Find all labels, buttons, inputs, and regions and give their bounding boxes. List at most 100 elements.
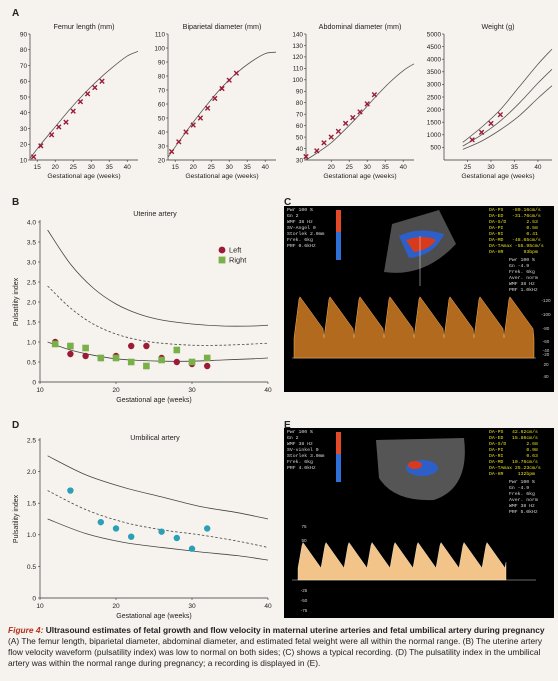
x-tick-label: 30 (88, 164, 96, 171)
x-tick-label: 25 (346, 164, 354, 171)
y-tick-label: 0 (32, 379, 36, 386)
doppler-e-scale-label: 75 (301, 524, 307, 529)
doppler-c-settings-2: Pwr 100 % Gn -4.9 Frek. 6kg Aver. norm W… (509, 258, 538, 293)
y-tick-label: 50 (296, 134, 304, 141)
data-point-cross (212, 95, 218, 102)
doppler-e-scale-label: -75 (301, 608, 308, 613)
chart-title: Femur length (mm) (53, 22, 114, 31)
panel-letter-a: A (12, 8, 20, 19)
figure-caption-body: (A) The femur length, biparietal diamete… (8, 636, 543, 668)
x-tick-label: 20 (190, 164, 198, 171)
data-point-cross (350, 114, 356, 121)
doppler-c-scale-label: 40 (543, 374, 549, 379)
data-point-cross (357, 109, 363, 115)
umbilical-data-point (204, 525, 211, 532)
panel-letter-b: B (12, 197, 20, 208)
data-point-cross (478, 129, 485, 135)
figure-label: Figure 4: (8, 625, 44, 635)
reference-curve (47, 518, 269, 561)
x-tick-label: 30 (188, 387, 196, 394)
color-scale-bar (336, 432, 341, 482)
x-tick-label: 40 (124, 164, 132, 171)
y-tick-label: 500 (430, 145, 441, 152)
umbilical-data-point (97, 518, 105, 526)
y-tick-label: 4500 (427, 44, 442, 51)
y-tick-label: 3000 (427, 82, 442, 89)
data-point-cross (77, 99, 84, 105)
y-tick-label: 4.0 (27, 219, 36, 226)
y-tick-label: 3.5 (27, 239, 36, 246)
data-point-cross (190, 122, 196, 128)
x-tick-label: 15 (34, 164, 42, 171)
y-tick-label: 40 (158, 129, 166, 136)
data-point-cross (233, 70, 240, 76)
color-scale-bar-red (336, 210, 341, 232)
y-tick-label: 100 (154, 45, 165, 52)
y-tick-label: 4000 (427, 57, 442, 64)
x-tick-label: 35 (511, 164, 519, 171)
figure-title: Ultrasound estimates of fetal growth and… (43, 625, 545, 635)
doppler-c-scale-label: -120 (541, 298, 551, 303)
umbilical-data-point (158, 528, 165, 535)
doppler-e-scale-label: 25 (301, 552, 307, 557)
y-axis-label: Pulsatility index (13, 277, 20, 326)
y-tick-label: 1.0 (27, 339, 36, 346)
y-tick-label: 1.5 (27, 501, 36, 508)
reference-curve (462, 85, 553, 150)
doppler-recording-c: -120 -100 -80 -60 -40 -20 20 40 Pwr 100 % Gn 2 … (284, 206, 554, 392)
y-tick-label: 2.0 (27, 299, 36, 306)
x-tick-label: 40 (262, 164, 270, 171)
data-point-cross (342, 120, 349, 127)
doppler-c-settings: Pwr 100 % Gn 2 WMF 38 Hz SV-Angel 0 Stor… (287, 208, 325, 249)
doppler-flow-red (406, 237, 436, 252)
y-tick-label: 100 (292, 77, 303, 84)
chart-title: Uterine artery (133, 209, 177, 218)
x-axis-label: Gestational age (weeks) (461, 173, 534, 180)
y-tick-label: 80 (296, 100, 304, 107)
data-point-cross (335, 128, 342, 135)
left-data-point (67, 350, 74, 358)
reference-curve (462, 68, 553, 147)
doppler-c-measurements: DA-PS -80.16cm/s DA-ED -31.76cm/s DA-S/D… (489, 208, 544, 255)
x-tick-label: 30 (487, 164, 495, 171)
data-point-cross (328, 134, 334, 140)
y-tick-label: 70 (158, 87, 166, 94)
panel-letter-c: C (284, 197, 292, 208)
doppler-e-spectrum-edge (297, 542, 507, 581)
doppler-recording-e: 75 50 25 -25 -50 -75 Pwr 100 % Gn 2 WMF 38 Hz… (284, 428, 554, 618)
left-data-point (128, 342, 135, 350)
doppler-flow-red (408, 461, 422, 469)
legend-right-marker (218, 256, 226, 264)
reference-curve (47, 455, 269, 520)
chart-title: Abdominal diameter (mm) (319, 22, 402, 31)
panel-letter-e: E (284, 420, 291, 431)
y-tick-label: 30 (20, 126, 28, 133)
reference-curve (462, 48, 553, 143)
y-tick-label: 90 (296, 89, 304, 96)
biparietal-diameter-chart: Biparietal diameter (mm) 20 30 40 50 60 70 80 90… (154, 22, 277, 180)
data-point-cross (497, 111, 504, 118)
y-axis-label: Pulsatility index (13, 494, 20, 543)
x-axis-label: Gestational age (weeks) (47, 173, 120, 180)
x-tick-label: 40 (264, 603, 272, 610)
right-data-point (143, 362, 150, 370)
y-tick-label: 30 (158, 143, 166, 150)
reference-curve (167, 51, 277, 158)
doppler-c-scale-label: -60 (543, 339, 550, 344)
x-tick-label: 10 (36, 603, 44, 610)
doppler-c-spectrum (294, 296, 534, 358)
x-axis-label: Gestational age (weeks) (116, 397, 191, 404)
legend-right-label: Right (229, 256, 246, 265)
y-tick-label: 80 (20, 47, 28, 54)
y-tick-label: 140 (292, 31, 303, 38)
left-data-point (173, 358, 180, 366)
y-tick-label: 2500 (427, 94, 442, 101)
uterine-artery-chart: Uterine artery 0 0.5 1.0 1.5 2.0 2.5 3.0 3.5 4.0 1… (13, 209, 272, 404)
data-point-cross (321, 140, 327, 146)
x-tick-label: 35 (106, 164, 114, 171)
color-scale-bar (336, 210, 341, 260)
doppler-e-scale-label: 50 (301, 538, 307, 543)
x-tick-label: 40 (264, 387, 272, 394)
x-tick-label: 20 (328, 164, 336, 171)
right-data-point (173, 346, 181, 354)
